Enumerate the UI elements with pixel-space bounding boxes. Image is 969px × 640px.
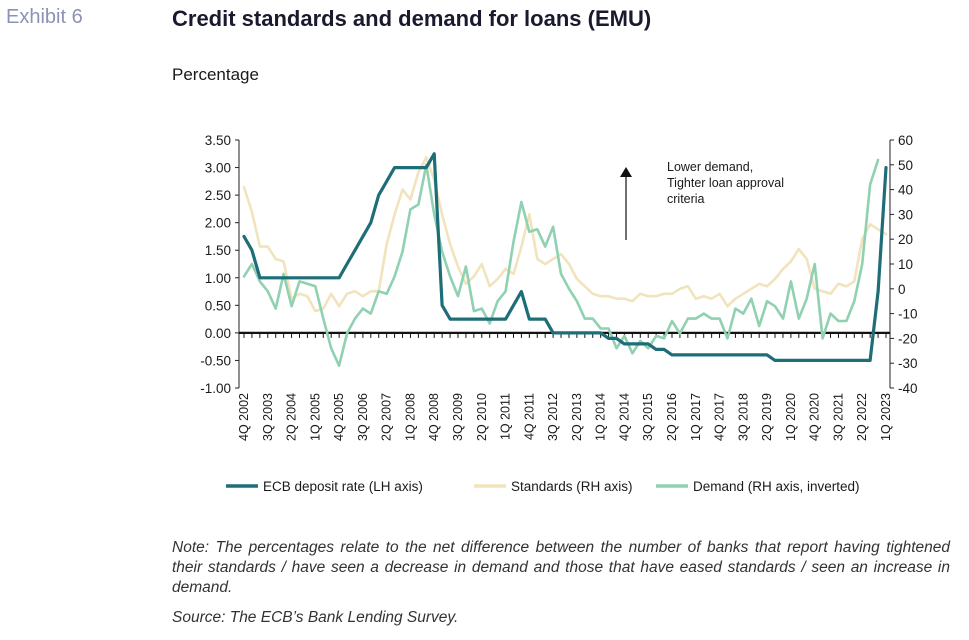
right-tick-label: -30 [898, 356, 918, 371]
x-tick-label: 3Q 2015 [641, 393, 655, 441]
legend-label-1: Standards (RH axis) [511, 479, 633, 494]
chart-svg: 3.50 3.00 2.50 2.00 1.50 1.00 0.50 0.00 -0.50 -1.… [200, 133, 917, 494]
right-tick-label: 0 [898, 282, 906, 297]
right-tick-label: 20 [898, 232, 913, 247]
left-tick-label: 2.50 [205, 188, 231, 203]
x-tick-label: 4Q 2017 [713, 393, 727, 441]
x-tick-label: 4Q 2005 [332, 393, 346, 441]
left-tick-label: -1.00 [200, 381, 231, 396]
right-tick-label: -40 [898, 381, 918, 396]
chart-note: Note: The percentages relate to the net … [172, 539, 950, 596]
x-tick-label: 2Q 2016 [665, 393, 679, 441]
plot-area: 3.50 3.00 2.50 2.00 1.50 1.00 0.50 0.00 -0.50 -1.… [200, 133, 917, 441]
x-tick-label: 2Q 2013 [570, 393, 584, 441]
x-tick-label: 2Q 2022 [855, 393, 869, 441]
x-tick-label: 1Q 2023 [879, 393, 893, 441]
x-tick-label: 2Q 2019 [760, 393, 774, 441]
x-tick-label: 4Q 2008 [427, 393, 441, 441]
series-line-2 [242, 158, 880, 367]
x-tick-label: 3Q 2012 [546, 393, 560, 441]
right-tick-label: 60 [898, 133, 913, 148]
annotation-arrow-head [620, 167, 632, 177]
x-tick-label: 2Q 2007 [380, 393, 394, 441]
right-tick-label: 30 [898, 207, 913, 222]
left-tick-label: 0.50 [205, 298, 231, 313]
left-tick-label: 2.00 [205, 216, 231, 231]
x-tick-label: 1Q 2011 [499, 393, 513, 440]
x-tick-label: 2Q 2010 [475, 393, 489, 441]
series-line-0 [242, 152, 888, 362]
annotation-text: criteria [667, 192, 705, 206]
x-tick-label: 3Q 2018 [736, 393, 750, 441]
x-tick-label: 4Q 2011 [522, 393, 536, 440]
right-tick-label: -10 [898, 307, 918, 322]
exhibit-label: Exhibit 6 [6, 6, 83, 28]
x-tick-label: 1Q 2014 [594, 393, 608, 441]
x-tick-label: 1Q 2017 [689, 393, 703, 441]
left-tick-label: 0.00 [205, 326, 231, 341]
right-tick-label: 40 [898, 183, 913, 198]
left-tick-label: 1.50 [205, 243, 231, 258]
left-tick-label: 3.00 [205, 161, 231, 176]
x-tick-label: 3Q 2003 [261, 393, 275, 441]
chart-legend: ECB deposit rate (LH axis) Standards (RH … [226, 479, 860, 494]
chart-title: Credit standards and demand for loans (E… [172, 6, 652, 31]
annotation-text: Tighter loan approval [667, 176, 784, 190]
series-line-1 [242, 156, 888, 313]
chart-subtitle: Percentage [172, 65, 259, 84]
x-tick-label: 4Q 2014 [617, 393, 631, 441]
x-tick-label: 3Q 2006 [356, 393, 370, 441]
x-tick-label: 3Q 2009 [451, 393, 465, 441]
x-tick-label: 1Q 2020 [784, 393, 798, 441]
annotation-text: Lower demand, [667, 160, 753, 174]
x-tick-label: 4Q 2002 [237, 393, 251, 441]
x-tick-label: 1Q 2005 [308, 393, 322, 441]
left-tick-label: 3.50 [205, 133, 231, 148]
x-tick-label: 4Q 2020 [808, 393, 822, 441]
x-tick-label: 2Q 2004 [285, 393, 299, 441]
right-tick-label: -20 [898, 331, 918, 346]
x-tick-label: 3Q 2021 [831, 393, 845, 441]
legend-label-0: ECB deposit rate (LH axis) [263, 479, 423, 494]
legend-label-2: Demand (RH axis, inverted) [693, 479, 860, 494]
left-tick-label: 1.00 [205, 271, 231, 286]
x-tick-label: 1Q 2008 [403, 393, 417, 441]
right-tick-label: 10 [898, 257, 913, 272]
chart-annotation: Lower demand, Tighter loan approval criter… [620, 160, 784, 240]
right-tick-label: 50 [898, 158, 913, 173]
chart-source: Source: The ECB’s Bank Lending Survey. [172, 609, 459, 626]
left-tick-label: -0.50 [200, 353, 231, 368]
